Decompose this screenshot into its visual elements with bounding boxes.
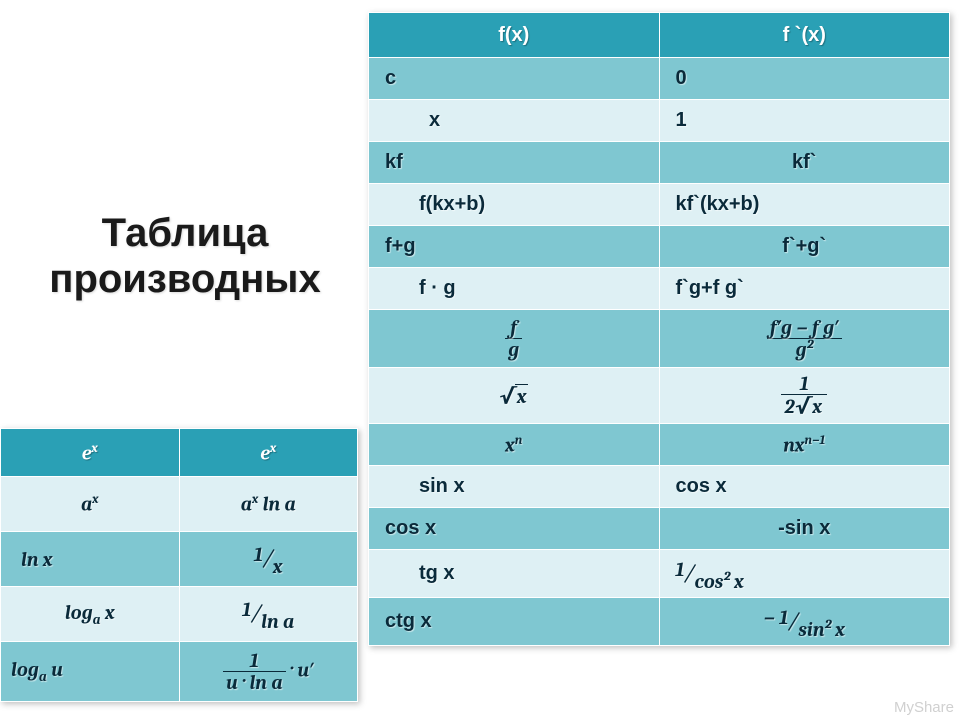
cell-fprime: kf` [659,142,950,184]
cell-fx: x [369,368,660,424]
cell-fx: c [369,58,660,100]
cell-fx: loga x [1,587,180,642]
cell-fprime: cos x [659,466,950,508]
cell-fx: f · g [369,268,660,310]
page-title: Таблица производных [20,210,350,302]
cell-fx: f(kx+b) [369,184,660,226]
cell-fx: fg [369,310,660,368]
table-row: loga u 1u · ln a · u′ [1,642,358,702]
table-row: sin x cos x [369,466,950,508]
cell-fprime: f`+g` [659,226,950,268]
cell-fprime: 1⁄x [179,532,358,587]
cell-fprime: f`g+f g` [659,268,950,310]
cell-fx: ln x [1,532,180,587]
table-header-row: f(x) f `(x) [369,13,950,58]
cell-fx: loga u [1,642,180,702]
title-line2: производных [49,257,320,301]
derivatives-main-table: f(x) f `(x) c 0 x 1 kf kf` f(kx+b) kf`(k… [368,12,950,646]
watermark: MyShare [894,699,954,716]
cell-fx: ctg x [369,598,660,646]
table-row: fg f′g − f g′g² [369,310,950,368]
cell-fx: xn [369,424,660,466]
table-row: cos x -sin x [369,508,950,550]
header-fx: f(x) [369,13,660,58]
cell-fprime: nxn−1 [659,424,950,466]
cell-fprime: kf`(kx+b) [659,184,950,226]
table-row: xn nxn−1 [369,424,950,466]
table-row: ctg x − 1⁄sin² x [369,598,950,646]
cell-fx: tg x [369,550,660,598]
cell-fprime: ax ln a [179,477,358,532]
cell-fprime: 12x [659,368,950,424]
table-row: f+g f`+g` [369,226,950,268]
header-ex-prime: ex [179,429,358,477]
cell-fprime: -sin x [659,508,950,550]
cell-fx: f+g [369,226,660,268]
cell-fx: cos x [369,508,660,550]
table-row: x 1 [369,100,950,142]
cell-fx: x [369,100,660,142]
table-row: f · g f`g+f g` [369,268,950,310]
header-ex: ex [1,429,180,477]
cell-fprime: 1 [659,100,950,142]
table-row: ln x 1⁄x [1,532,358,587]
table-row: kf kf` [369,142,950,184]
cell-fx: sin x [369,466,660,508]
table-row: c 0 [369,58,950,100]
cell-fprime: 1⁄ln a [179,587,358,642]
table-row: x 12x [369,368,950,424]
header-fprime: f `(x) [659,13,950,58]
cell-fprime: 0 [659,58,950,100]
cell-fprime: 1⁄cos² x [659,550,950,598]
table-row: loga x 1⁄ln a [1,587,358,642]
table-row: ax ax ln a [1,477,358,532]
cell-fprime: f′g − f g′g² [659,310,950,368]
table-row: f(kx+b) kf`(kx+b) [369,184,950,226]
cell-fx: ax [1,477,180,532]
cell-fx: kf [369,142,660,184]
cell-fprime: 1u · ln a · u′ [179,642,358,702]
table-header-row: ex ex [1,429,358,477]
table-row: tg x 1⁄cos² x [369,550,950,598]
derivatives-exp-log-table: ex ex ax ax ln a ln x 1⁄x loga x 1⁄ln a … [0,428,358,702]
cell-fprime: − 1⁄sin² x [659,598,950,646]
title-line1: Таблица [102,211,269,255]
